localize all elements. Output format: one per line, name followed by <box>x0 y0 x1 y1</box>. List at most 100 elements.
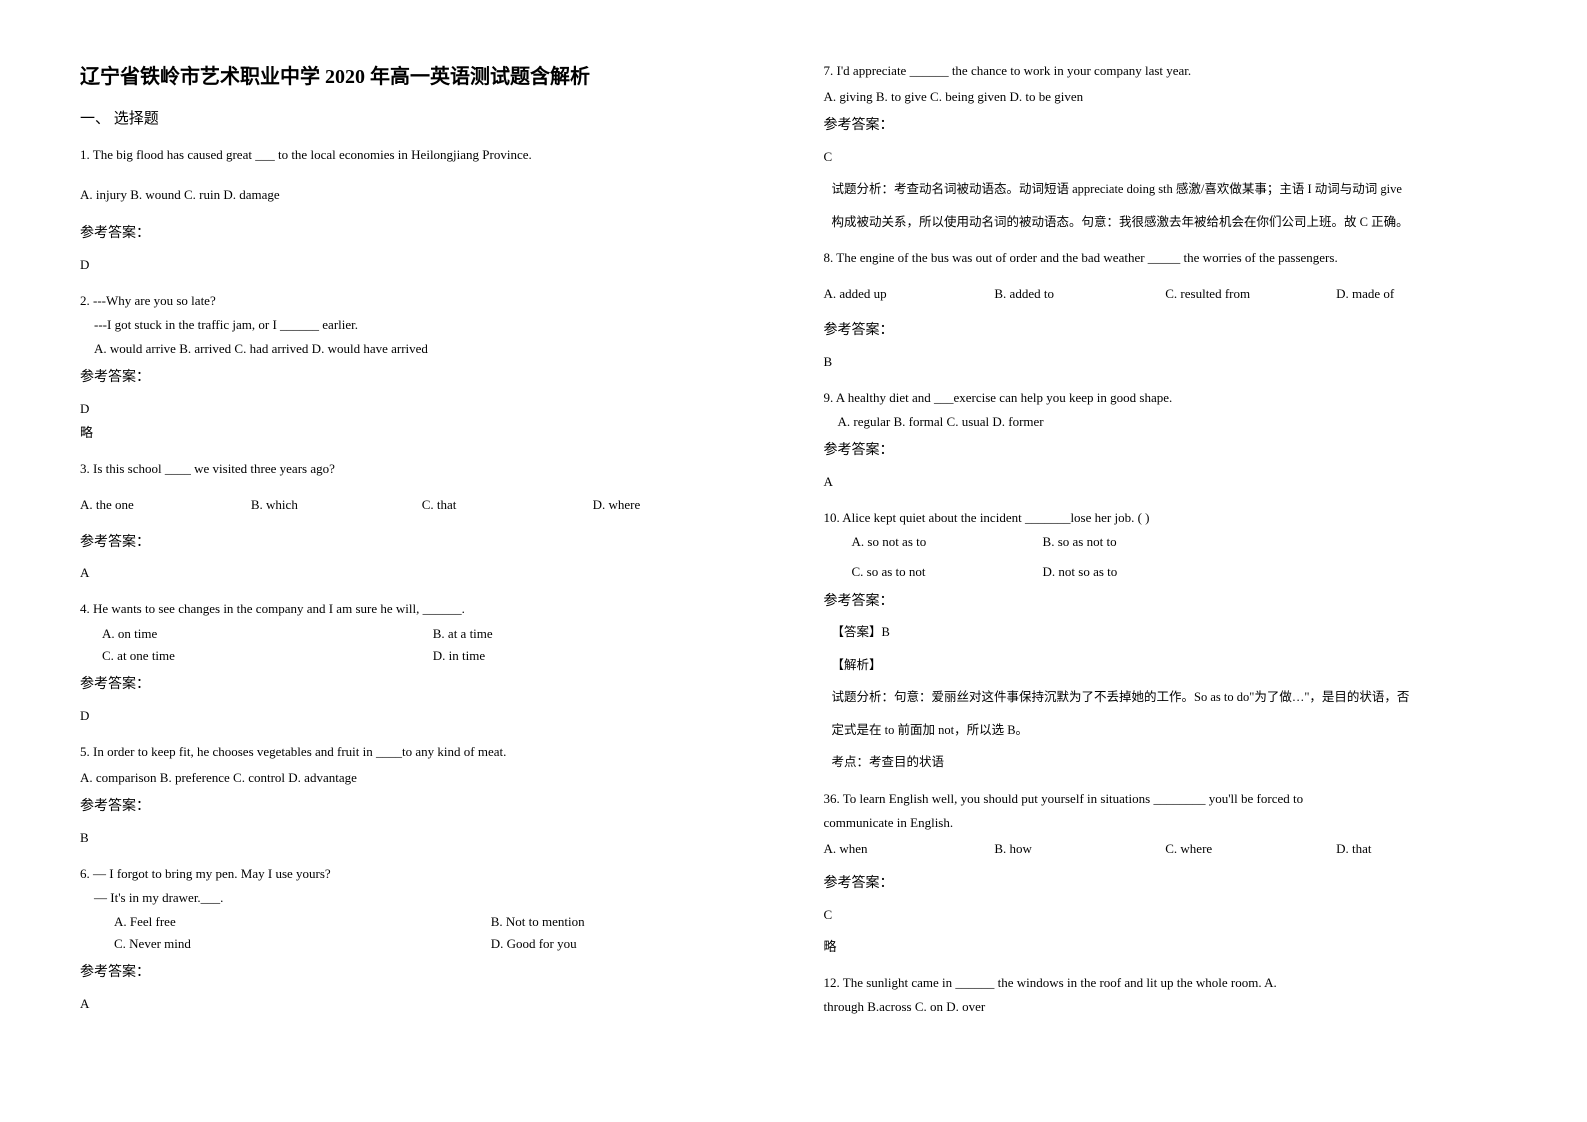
q4-text: 4. He wants to see changes in the compan… <box>80 598 764 620</box>
question-2: 2. ---Why are you so late? ---I got stuc… <box>80 290 764 444</box>
q4-optD: D. in time <box>433 645 764 667</box>
q11-answer: C <box>824 904 1508 926</box>
q2-answer: D <box>80 398 764 420</box>
q11-optA: A. when <box>824 838 995 860</box>
q7-text: 7. I'd appreciate ______ the chance to w… <box>824 60 1508 82</box>
q11-optC: C. where <box>1165 838 1336 860</box>
page-title: 辽宁省铁岭市艺术职业中学 2020 年高一英语测试题含解析 <box>80 60 764 89</box>
q11-optD: D. that <box>1336 838 1507 860</box>
q10-options-row1: A. so not as to B. so as not to <box>824 531 1234 553</box>
q11-answer-label: 参考答案： <box>824 872 1508 896</box>
section-heading: 一、 选择题 <box>80 107 764 128</box>
q9-answer-label: 参考答案： <box>824 439 1508 463</box>
q11-note: 略 <box>824 936 1508 958</box>
q6-options-row2: C. Never mind D. Good for you <box>80 933 764 955</box>
q6-answer: A <box>80 993 764 1015</box>
q8-optD: D. made of <box>1336 283 1507 305</box>
q1-answer-label: 参考答案： <box>80 222 764 246</box>
q2-line2: ---I got stuck in the traffic jam, or I … <box>80 314 764 336</box>
q10-options-row2: C. so as to not D. not so as to <box>824 561 1234 583</box>
q7-answer: C <box>824 146 1508 168</box>
question-12: 12. The sunlight came in ______ the wind… <box>824 972 1508 1018</box>
q10-jiexi: 【解析】 <box>824 654 1508 677</box>
q7-explain1: 试题分析：考查动名词被动语态。动词短语 appreciate doing sth… <box>824 178 1508 201</box>
q3-optD: D. where <box>593 494 764 516</box>
question-4: 4. He wants to see changes in the compan… <box>80 598 764 726</box>
q11-optB: B. how <box>994 838 1165 860</box>
q10-optC: C. so as to not <box>852 561 1043 583</box>
q10-optB: B. so as not to <box>1043 531 1234 553</box>
q4-options-row2: C. at one time D. in time <box>80 645 764 667</box>
q3-answer: A <box>80 562 764 584</box>
q8-answer-label: 参考答案： <box>824 319 1508 343</box>
q6-line2: — It's in my drawer.___. <box>80 887 764 909</box>
q3-optB: B. which <box>251 494 422 516</box>
question-8: 8. The engine of the bus was out of orde… <box>824 247 1508 373</box>
question-3: 3. Is this school ____ we visited three … <box>80 458 764 584</box>
q6-line1: 6. — I forgot to bring my pen. May I use… <box>80 863 764 885</box>
q10-optD: D. not so as to <box>1043 561 1234 583</box>
q6-optD: D. Good for you <box>491 933 764 955</box>
left-column: 辽宁省铁岭市艺术职业中学 2020 年高一英语测试题含解析 一、 选择题 1. … <box>80 60 764 1032</box>
q1-answer: D <box>80 254 764 276</box>
q5-text: 5. In order to keep fit, he chooses vege… <box>80 741 764 763</box>
question-5: 5. In order to keep fit, he chooses vege… <box>80 741 764 849</box>
q3-answer-label: 参考答案： <box>80 531 764 555</box>
q10-ans-line: 【答案】B <box>824 621 1508 644</box>
q8-optB: B. added to <box>994 283 1165 305</box>
q5-answer-label: 参考答案： <box>80 795 764 819</box>
q3-optC: C. that <box>422 494 593 516</box>
q2-answer-label: 参考答案： <box>80 366 764 390</box>
q4-answer-label: 参考答案： <box>80 673 764 697</box>
q4-answer: D <box>80 705 764 727</box>
q6-answer-label: 参考答案： <box>80 961 764 985</box>
q11-line2: communicate in English. <box>824 812 1508 834</box>
q7-answer-label: 参考答案： <box>824 114 1508 138</box>
q10-explain2: 定式是在 to 前面加 not，所以选 B。 <box>824 719 1508 742</box>
q7-options: A. giving B. to give C. being given D. t… <box>824 86 1508 108</box>
q9-text: 9. A healthy diet and ___exercise can he… <box>824 387 1508 409</box>
q12-line2: through B.across C. on D. over <box>824 996 1508 1018</box>
q10-explain3: 考点：考查目的状语 <box>824 751 1508 774</box>
question-6: 6. — I forgot to bring my pen. May I use… <box>80 863 764 1015</box>
q12-line2-text: through B.across C. on D. over <box>824 999 986 1014</box>
q4-optA: A. on time <box>102 623 433 645</box>
q2-options: A. would arrive B. arrived C. had arrive… <box>80 338 764 360</box>
q4-options-row1: A. on time B. at a time <box>80 623 764 645</box>
q2-note: 略 <box>80 422 764 444</box>
question-11: 36. To learn English well, you should pu… <box>824 788 1508 958</box>
q10-answer-label: 参考答案： <box>824 590 1508 614</box>
q6-optA: A. Feel free <box>114 911 491 933</box>
q8-options: A. added up B. added to C. resulted from… <box>824 283 1508 305</box>
q11-options: A. when B. how C. where D. that <box>824 838 1508 860</box>
right-column: 7. I'd appreciate ______ the chance to w… <box>824 60 1508 1032</box>
q8-optA: A. added up <box>824 283 995 305</box>
q4-optC: C. at one time <box>102 645 433 667</box>
q10-text: 10. Alice kept quiet about the incident … <box>824 507 1508 529</box>
question-10: 10. Alice kept quiet about the incident … <box>824 507 1508 774</box>
question-7: 7. I'd appreciate ______ the chance to w… <box>824 60 1508 233</box>
q3-text: 3. Is this school ____ we visited three … <box>80 458 764 480</box>
q4-optB: B. at a time <box>433 623 764 645</box>
q8-text: 8. The engine of the bus was out of orde… <box>824 247 1508 269</box>
q1-text: 1. The big flood has caused great ___ to… <box>80 144 764 166</box>
q8-answer: B <box>824 351 1508 373</box>
q9-options: A. regular B. formal C. usual D. former <box>824 411 1508 433</box>
q3-optA: A. the one <box>80 494 251 516</box>
q9-answer: A <box>824 471 1508 493</box>
q1-options: A. injury B. wound C. ruin D. damage <box>80 184 764 206</box>
q10-explain1: 试题分析：句意：爱丽丝对这件事保持沉默为了不丢掉她的工作。So as to do… <box>824 686 1508 709</box>
q5-answer: B <box>80 827 764 849</box>
q10-optA: A. so not as to <box>852 531 1043 553</box>
q5-options: A. comparison B. preference C. control D… <box>80 767 764 789</box>
q12-line1: 12. The sunlight came in ______ the wind… <box>824 972 1508 994</box>
q11-line1: 36. To learn English well, you should pu… <box>824 788 1508 810</box>
q6-optB: B. Not to mention <box>491 911 764 933</box>
q2-line1: 2. ---Why are you so late? <box>80 290 764 312</box>
q3-options: A. the one B. which C. that D. where <box>80 494 764 516</box>
question-1: 1. The big flood has caused great ___ to… <box>80 144 764 276</box>
q8-optC: C. resulted from <box>1165 283 1336 305</box>
exam-page: 辽宁省铁岭市艺术职业中学 2020 年高一英语测试题含解析 一、 选择题 1. … <box>80 60 1507 1032</box>
q6-optC: C. Never mind <box>114 933 491 955</box>
question-9: 9. A healthy diet and ___exercise can he… <box>824 387 1508 493</box>
